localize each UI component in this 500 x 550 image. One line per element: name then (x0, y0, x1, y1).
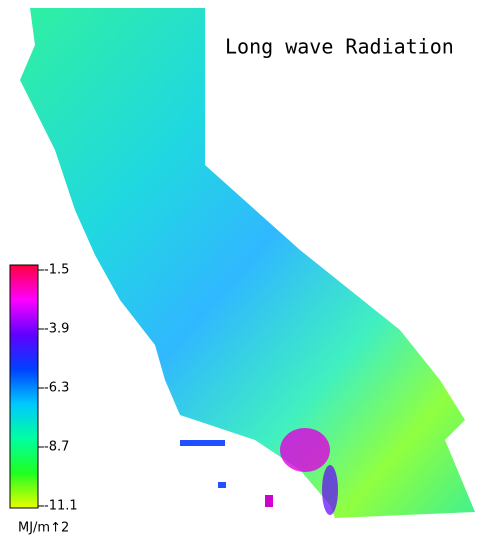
colorbar (9, 264, 39, 509)
colorbar-tick-label: -3.9 (44, 322, 69, 337)
hot-spot (280, 428, 330, 472)
colorbar-tick-label: -1.5 (44, 263, 69, 278)
island (180, 440, 225, 446)
island (218, 482, 226, 488)
california-land (20, 8, 475, 518)
colorbar-tick-label: -6.3 (44, 381, 69, 396)
colorbar-tick-label: -11.1 (44, 499, 78, 514)
map-title: Long wave Radiation (225, 35, 454, 59)
colorbar-tick-label: -8.7 (44, 440, 69, 455)
hot-spot (322, 465, 338, 515)
island (265, 495, 273, 507)
colorbar-unit: MJ/m↑2 (18, 521, 69, 536)
